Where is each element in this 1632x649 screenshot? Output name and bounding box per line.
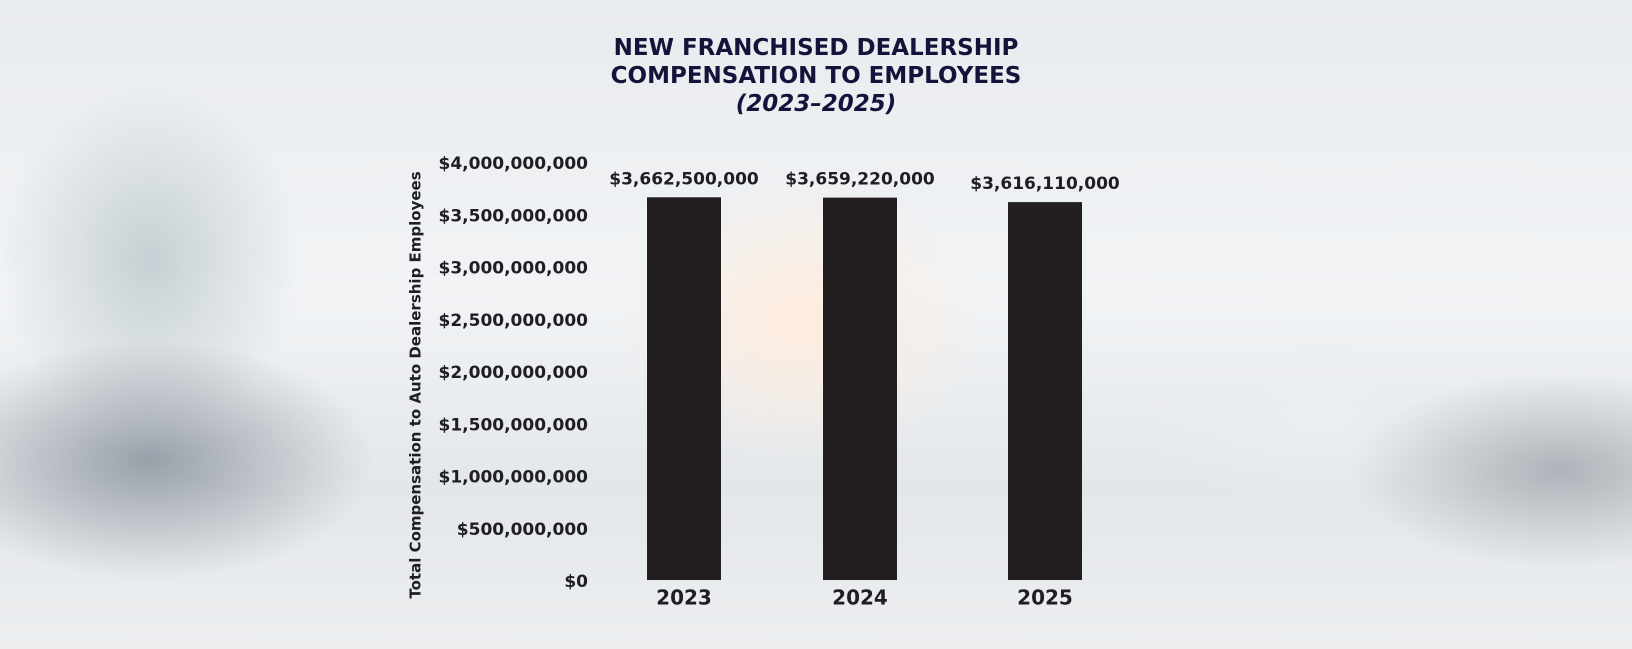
y-tick-label: $4,000,000,000	[439, 154, 589, 174]
x-tick-label: 2023	[656, 586, 712, 610]
y-tick-label: $2,000,000,000	[439, 363, 589, 383]
y-tick-label: $500,000,000	[457, 520, 588, 540]
bar	[647, 197, 721, 581]
bar	[823, 197, 897, 580]
y-axis-label: Total Compensation to Auto Dealership Em…	[407, 171, 425, 598]
bar	[1008, 202, 1082, 580]
chart-subtitle: (2023–2025)	[735, 91, 897, 117]
chart-title-block: NEW FRANCHISED DEALERSHIP COMPENSATION T…	[566, 34, 1066, 118]
y-tick-label: $3,500,000,000	[439, 206, 589, 226]
x-tick-label: 2025	[1017, 586, 1073, 610]
y-tick-label: $2,500,000,000	[439, 311, 589, 331]
value-label: $3,659,220,000	[785, 170, 935, 190]
y-tick-label: $1,500,000,000	[439, 415, 589, 435]
y-tick-label: $0	[564, 572, 588, 592]
chart-title: NEW FRANCHISED DEALERSHIP COMPENSATION T…	[610, 35, 1022, 89]
y-tick-label: $3,000,000,000	[439, 259, 589, 279]
y-tick-label: $1,000,000,000	[439, 468, 589, 488]
value-label: $3,662,500,000	[609, 169, 759, 189]
value-label: $3,616,110,000	[970, 174, 1120, 194]
x-tick-label: 2024	[832, 586, 888, 610]
